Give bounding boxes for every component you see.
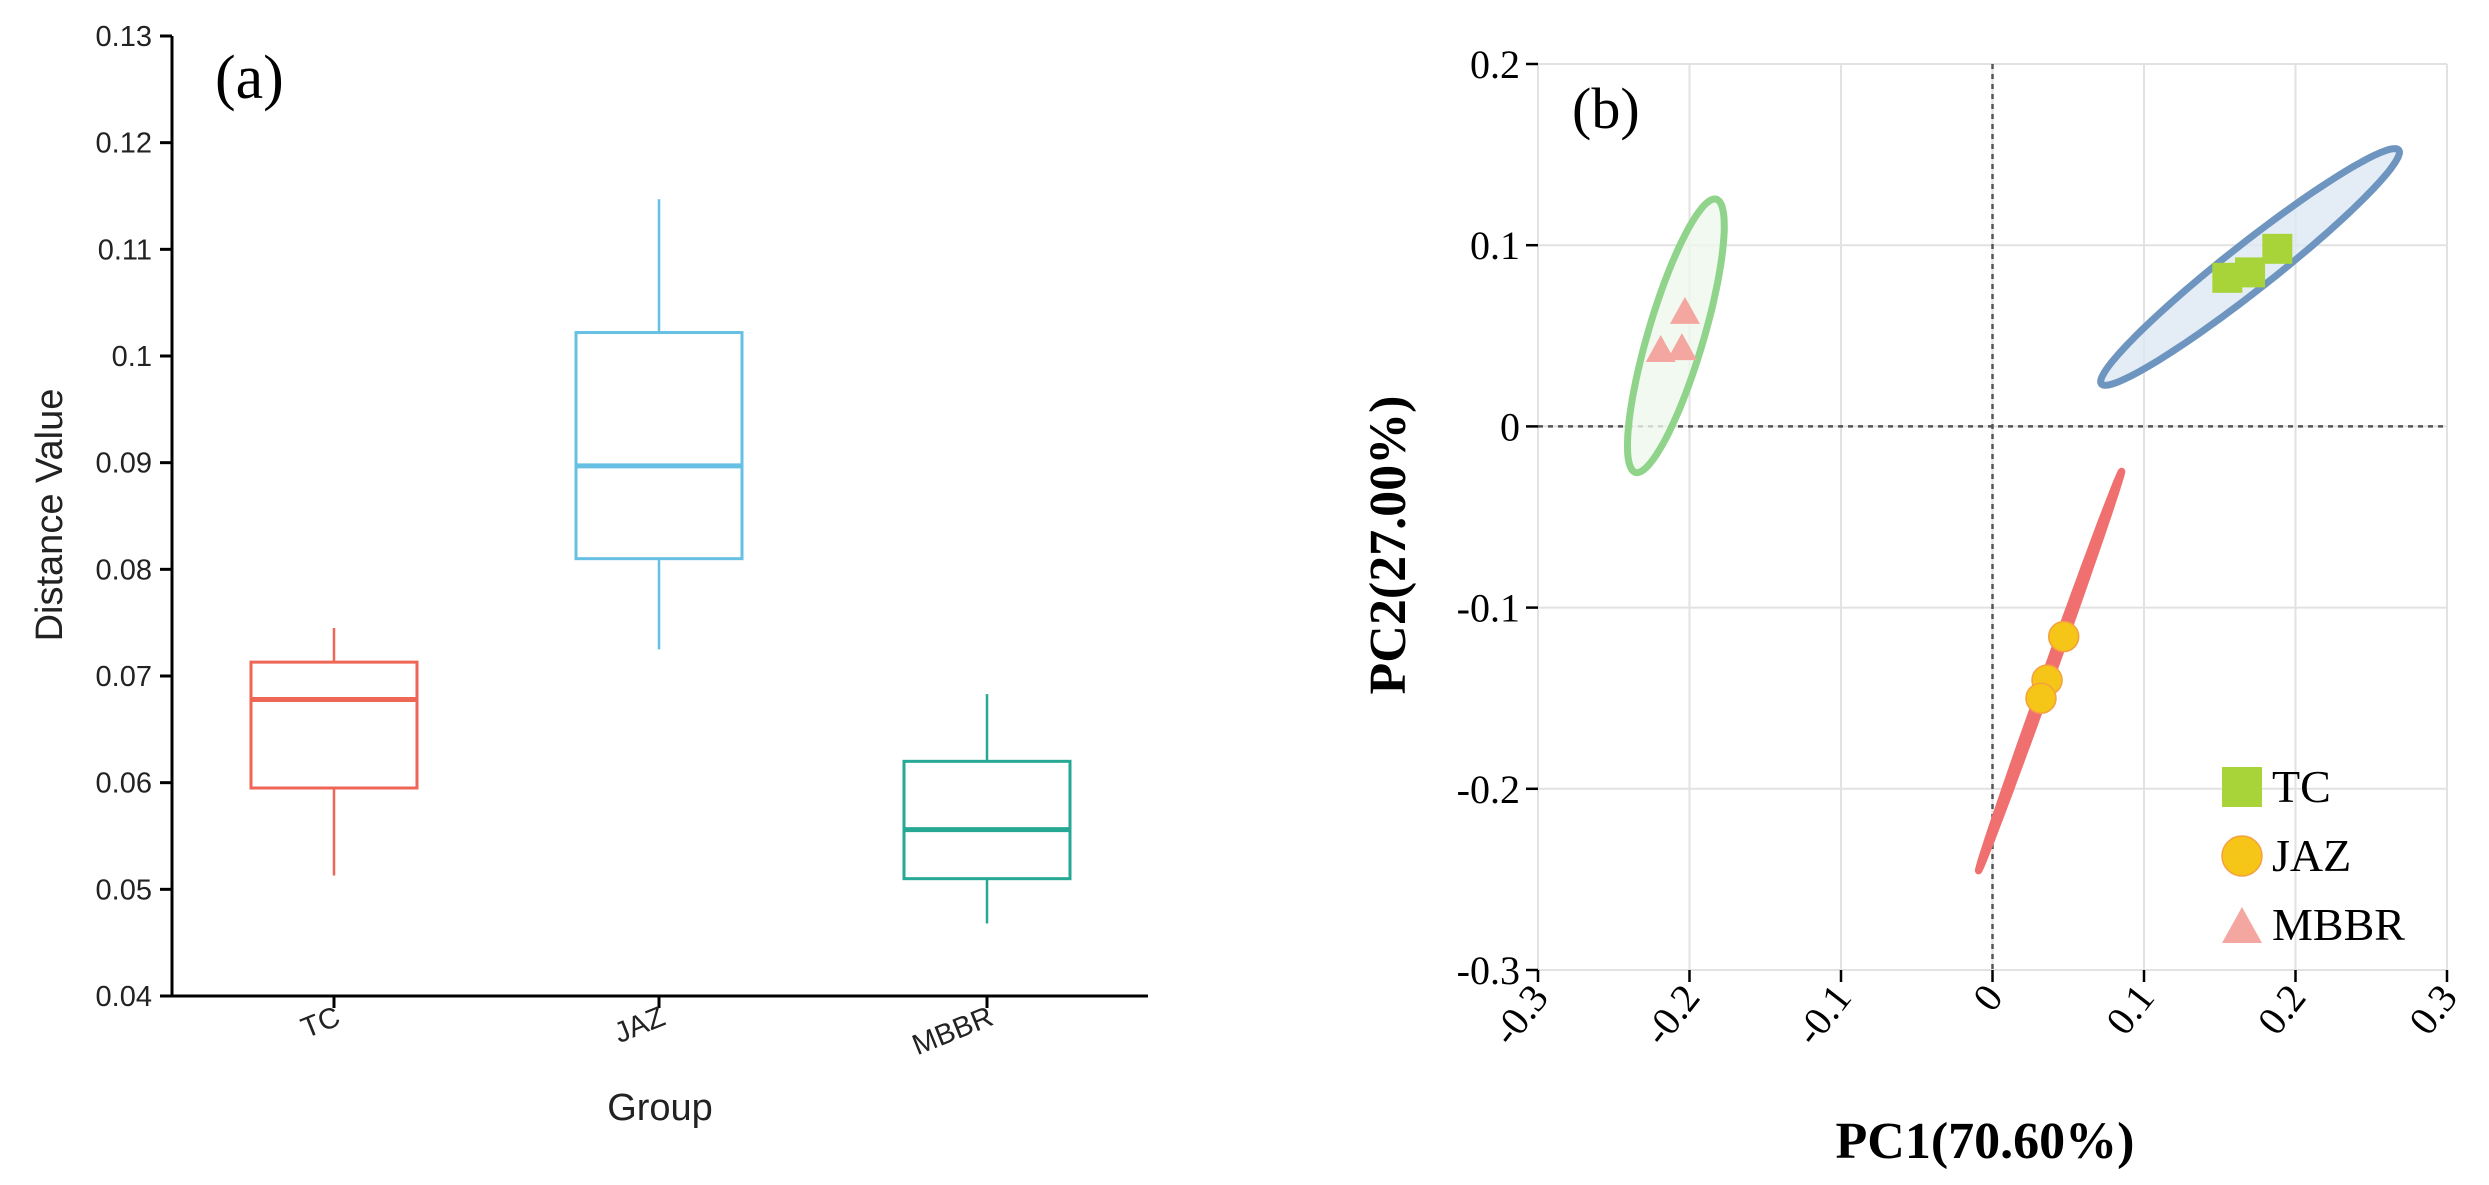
panel-a-boxes xyxy=(249,199,1072,924)
point-mbbr xyxy=(1666,333,1697,361)
box-tc xyxy=(249,628,419,876)
panel-b-x-tick-label: 0.2 xyxy=(2248,976,2314,1043)
panel-b-y-tick-label: -0.2 xyxy=(1457,767,1520,812)
panel-a-y-tick-label: 0.11 xyxy=(98,234,152,266)
panel-b-x-tick-label: 0.3 xyxy=(2400,976,2466,1043)
panel-b-x-tick-label: 0 xyxy=(1964,976,2012,1019)
panel-a-y-tick-label: 0.07 xyxy=(96,661,152,693)
ellipse-jaz xyxy=(1974,467,2126,875)
box-iqr xyxy=(574,331,744,561)
panel-a-y-tick-label: 0.04 xyxy=(96,981,152,1013)
panel-b-y-tick-label: 0 xyxy=(1500,404,1520,449)
panel-a-x-axis-title: Group xyxy=(607,1087,713,1129)
point-tc xyxy=(2262,233,2293,264)
panel-b-pca-scatter: -0.3-0.2-0.100.10.2-0.3 -0.2 -0.1 0 0.1 0.2 0.… xyxy=(1360,42,2466,1170)
point-jaz xyxy=(2025,682,2057,714)
panel-a-y-tick-label: 0.1 xyxy=(112,341,152,373)
panel-b-y-tick-label: -0.3 xyxy=(1457,948,1520,993)
panel-b-x-tick-label: 0.1 xyxy=(2097,976,2163,1043)
point-mbbr xyxy=(1669,296,1700,324)
panel-a-label: (a) xyxy=(215,44,284,112)
panel-b-x-tick-label: -0.1 xyxy=(1786,976,1860,1054)
panel-a-y-tick-label: 0.08 xyxy=(96,554,152,586)
panel-b-x-axis-title: PC1(70.60%) xyxy=(1836,1113,2135,1170)
panel-b-y-tick-label: 0.2 xyxy=(1470,42,1520,87)
panel-b-label: (b) xyxy=(1572,76,1640,141)
legend-label-tc: TC xyxy=(2272,761,2331,812)
panel-a-y-tick-label: 0.13 xyxy=(96,21,152,53)
panel-b-y-axis-title: PC2(27.00%) xyxy=(1360,396,1417,695)
panel-b-y-tick-label: -0.1 xyxy=(1457,586,1520,631)
panel-a-y-tick-label: 0.12 xyxy=(96,128,152,160)
legend-label-jaz: JAZ xyxy=(2272,830,2351,881)
panel-a-y-tick-label: 0.09 xyxy=(96,448,152,480)
panel-b-points xyxy=(1645,233,2293,714)
legend-marker-mbbr xyxy=(2222,907,2262,943)
panel-b-y-tick-label: 0.1 xyxy=(1470,223,1520,268)
panel-a-boxplot: (a) 0.040.050.060.070.080.090.10.110.120… xyxy=(29,21,1148,1129)
panel-a-x-tick-label: TC xyxy=(297,1001,345,1045)
panel-a-y-tick-label: 0.06 xyxy=(96,768,152,800)
panel-a-y-axis-title: Distance Value xyxy=(29,389,71,642)
legend-marker-jaz xyxy=(2221,835,2263,877)
panel-a-x-axis: TC JAZ MBBR xyxy=(172,994,1148,1062)
panel-a-x-tick-label: JAZ xyxy=(610,1001,670,1050)
panel-b-x-tick-label: -0.2 xyxy=(1634,976,1708,1054)
legend-label-mbbr: MBBR xyxy=(2272,899,2405,950)
ellipse-mbbr xyxy=(1624,195,1728,477)
panel-a-y-axis: 0.04 0.05 0.06 0.07 0.08 0.09 0.1 0.11 0.12 0.13 xyxy=(96,21,174,1013)
box-mbbr xyxy=(902,694,1072,924)
panel-a-x-tick-label: MBBR xyxy=(908,1001,998,1062)
box-iqr xyxy=(249,660,419,790)
box-iqr xyxy=(902,759,1072,881)
panel-a-y-tick-label: 0.05 xyxy=(96,874,152,906)
legend-marker-tc xyxy=(2222,767,2262,807)
box-jaz xyxy=(574,199,744,650)
point-mbbr xyxy=(1645,334,1676,362)
point-tc xyxy=(2235,257,2266,288)
point-jaz xyxy=(2047,620,2080,653)
panel-b-legend: TC JAZ MBBR xyxy=(2221,761,2405,950)
